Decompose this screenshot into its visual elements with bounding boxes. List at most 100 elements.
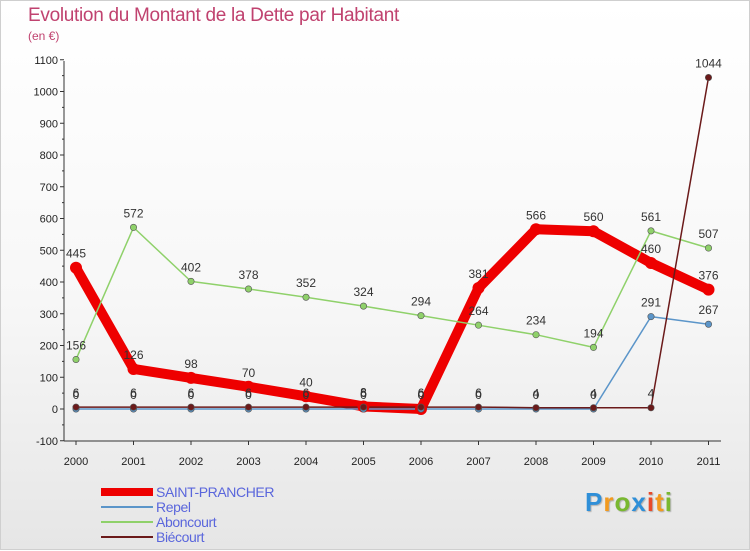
data-label: 294 xyxy=(411,295,431,309)
data-point xyxy=(647,313,655,321)
logo-letter: x xyxy=(631,487,647,517)
data-label: 291 xyxy=(641,296,661,310)
legend-swatch xyxy=(101,536,153,538)
data-label: 4 xyxy=(590,387,597,401)
series-lines xyxy=(71,76,714,414)
legend-label: Biécourt xyxy=(156,529,205,545)
data-point xyxy=(647,227,655,235)
data-label: 0 xyxy=(590,388,597,402)
data-point xyxy=(187,277,195,285)
y-tick-label: 100 xyxy=(40,372,58,384)
data-point xyxy=(474,403,482,411)
y-tick-label: 1000 xyxy=(34,87,58,99)
x-tick-label: 2008 xyxy=(524,456,548,468)
data-label: 6 xyxy=(73,386,80,400)
data-label: 234 xyxy=(526,314,546,328)
y-tick-label: 200 xyxy=(40,341,58,353)
data-point xyxy=(645,256,657,269)
x-tick-label: 2007 xyxy=(466,456,490,468)
data-label: 324 xyxy=(353,285,373,299)
data-point xyxy=(70,261,82,274)
data-label: 0 xyxy=(418,388,425,402)
data-label: 376 xyxy=(698,269,718,283)
data-label: 264 xyxy=(468,304,488,318)
data-label: 0 xyxy=(475,388,482,402)
data-point xyxy=(185,371,197,384)
data-label: 560 xyxy=(583,210,603,224)
logo-letter: t xyxy=(655,487,665,517)
data-label: 0 xyxy=(130,388,137,402)
data-point xyxy=(302,403,310,411)
data-point xyxy=(130,403,138,411)
data-point xyxy=(474,321,482,329)
y-tick-label: 500 xyxy=(40,245,58,257)
data-label: 0 xyxy=(533,388,540,402)
data-point xyxy=(300,390,312,403)
data-label: 0 xyxy=(418,388,425,402)
y-tick-label: 600 xyxy=(40,214,58,226)
data-label: 6 xyxy=(360,386,367,400)
legend-swatch xyxy=(101,521,153,523)
data-point xyxy=(704,320,712,328)
data-point xyxy=(587,225,600,238)
x-tick-label: 2000 xyxy=(64,456,88,468)
data-point xyxy=(72,403,80,411)
legend-swatch xyxy=(101,506,153,508)
data-label: 445 xyxy=(66,247,86,261)
logo-letter: i xyxy=(664,487,673,517)
data-label: 402 xyxy=(181,260,201,274)
data-point xyxy=(359,403,367,411)
series-points xyxy=(70,74,715,415)
data-point xyxy=(704,74,712,82)
proxiti-logo: Proxiti xyxy=(585,487,673,518)
data-label: 4 xyxy=(533,387,540,401)
chart-title: Evolution du Montant de la Dette par Hab… xyxy=(28,5,399,26)
data-label: 267 xyxy=(698,303,718,317)
data-label: 561 xyxy=(641,210,661,224)
data-label: 6 xyxy=(475,386,482,400)
data-label: 352 xyxy=(296,276,316,290)
axes: -100010020030040050060070080090010001100… xyxy=(34,55,721,468)
y-tick-label: 0 xyxy=(52,404,58,416)
series-line xyxy=(75,315,710,410)
y-tick-label: 300 xyxy=(40,309,58,321)
x-tick-label: 2004 xyxy=(294,456,318,468)
data-point xyxy=(530,223,542,236)
data-label: 4 xyxy=(648,387,655,401)
y-tick-label: 800 xyxy=(40,150,58,162)
y-tick-label: 1100 xyxy=(34,55,58,67)
x-tick-label: 2001 xyxy=(121,456,145,468)
data-point xyxy=(302,293,310,301)
x-tick-label: 2003 xyxy=(236,456,260,468)
logo-letter: i xyxy=(646,487,656,517)
legend-label: SAINT-PRANCHER xyxy=(156,484,275,500)
y-tick-label: 900 xyxy=(40,118,58,130)
data-point xyxy=(72,355,80,363)
y-tick-label: 700 xyxy=(40,182,58,194)
data-label: 6 xyxy=(130,386,137,400)
data-label: 0 xyxy=(73,388,80,402)
data-label: 6 xyxy=(303,386,310,400)
legend-swatch xyxy=(101,488,153,496)
data-label: 40 xyxy=(299,375,313,389)
legend-label: Aboncourt xyxy=(156,514,217,530)
data-label: 98 xyxy=(184,357,198,371)
data-point xyxy=(704,244,712,252)
data-point xyxy=(242,380,255,393)
data-label: 126 xyxy=(123,348,143,362)
x-tick-label: 2011 xyxy=(697,456,721,468)
chart-subtitle: (en €) xyxy=(28,29,60,43)
data-point xyxy=(532,404,540,412)
logo-letter: o xyxy=(614,487,632,517)
series-line xyxy=(71,224,714,414)
legend-label: Repel xyxy=(156,499,191,515)
data-label: 6 xyxy=(245,386,252,400)
data-label: 156 xyxy=(66,338,86,352)
series-line xyxy=(75,76,710,409)
logo-letter: P xyxy=(585,487,604,517)
x-tick-label: 2010 xyxy=(639,456,663,468)
y-tick-label: 400 xyxy=(40,277,58,289)
data-label: 381 xyxy=(468,267,488,281)
